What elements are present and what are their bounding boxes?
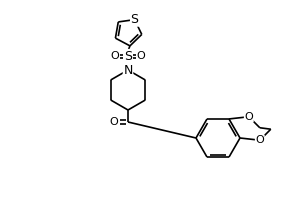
Text: O: O bbox=[136, 51, 146, 61]
Text: S: S bbox=[130, 13, 139, 26]
Text: O: O bbox=[110, 117, 118, 127]
Text: O: O bbox=[255, 135, 264, 145]
Text: N: N bbox=[123, 64, 133, 76]
Text: O: O bbox=[244, 112, 253, 122]
Text: O: O bbox=[111, 51, 119, 61]
Text: S: S bbox=[124, 49, 132, 62]
